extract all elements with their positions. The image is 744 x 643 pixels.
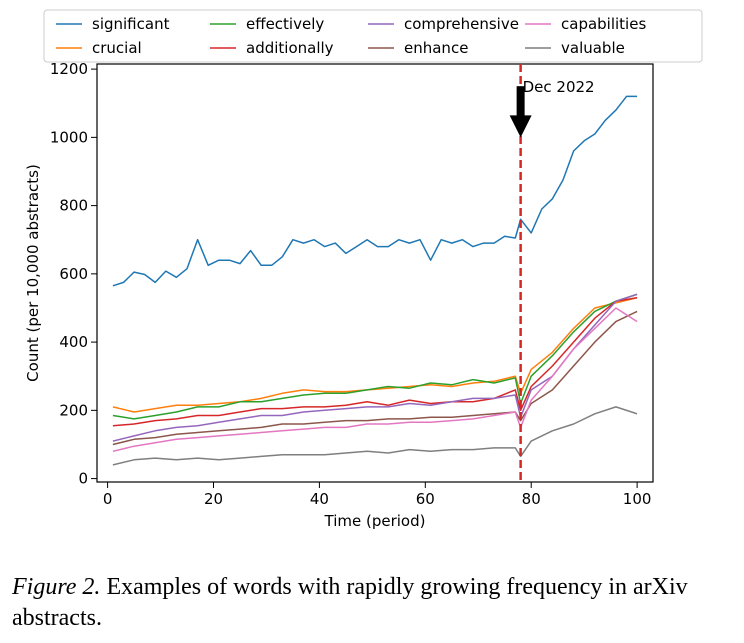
y-tick-label-3: 600	[59, 265, 88, 283]
figure-caption: Figure 2. Examples of words with rapidly…	[12, 572, 737, 634]
x-tick-label-1: 20	[204, 490, 223, 508]
x-tick-label-5: 100	[623, 490, 652, 508]
legend-label-comprehensive: comprehensive	[404, 15, 519, 33]
series-line-comprehensive	[112, 293, 638, 442]
legend-label-valuable: valuable	[561, 39, 625, 57]
legend-label-significant: significant	[92, 15, 170, 33]
annotation-arrow-shaft	[516, 86, 525, 118]
series-line-significant	[112, 95, 638, 287]
plot-frame	[96, 63, 654, 483]
x-tick-label-4: 80	[522, 490, 541, 508]
y-tick-label-2: 400	[59, 333, 88, 351]
series-lines	[112, 95, 638, 466]
x-tick-label-3: 60	[416, 490, 435, 508]
caption-label: Figure 2.	[12, 574, 101, 600]
legend: significant crucial effectively additionall…	[43, 9, 703, 63]
y-tick-label-5: 1000	[50, 128, 88, 146]
y-axis-label: Count (per 10,000 abstracts)	[24, 164, 42, 382]
annotation-arrow-head	[509, 115, 532, 138]
x-tick-label-0: 0	[103, 490, 113, 508]
legend-label-additionally: additionally	[246, 39, 334, 57]
series-line-additionally	[112, 296, 638, 427]
legend-label-crucial: crucial	[92, 39, 142, 57]
legend-label-effectively: effectively	[246, 15, 324, 33]
line-chart: significant crucial effectively additionall…	[24, 9, 703, 530]
x-axis-label: Time (period)	[324, 512, 426, 530]
y-tick-label-1: 200	[59, 401, 88, 419]
legend-label-enhance: enhance	[404, 39, 468, 57]
y-tick-label-0: 0	[78, 470, 88, 488]
legend-label-capabilities: capabilities	[561, 15, 646, 33]
series-line-capabilities	[112, 307, 638, 453]
caption-text: Examples of words with rapidly growing f…	[12, 574, 688, 631]
series-line-crucial	[112, 296, 638, 413]
annotation-label: Dec 2022	[523, 78, 595, 96]
y-tick-label-4: 800	[59, 197, 88, 215]
x-tick-label-2: 40	[310, 490, 329, 508]
annotation: Dec 2022	[509, 64, 595, 482]
legend-frame	[43, 9, 703, 63]
series-line-effectively	[112, 293, 638, 420]
y-tick-label-6: 1200	[50, 60, 88, 78]
series-line-valuable	[112, 406, 638, 466]
series-line-enhance	[112, 310, 638, 446]
